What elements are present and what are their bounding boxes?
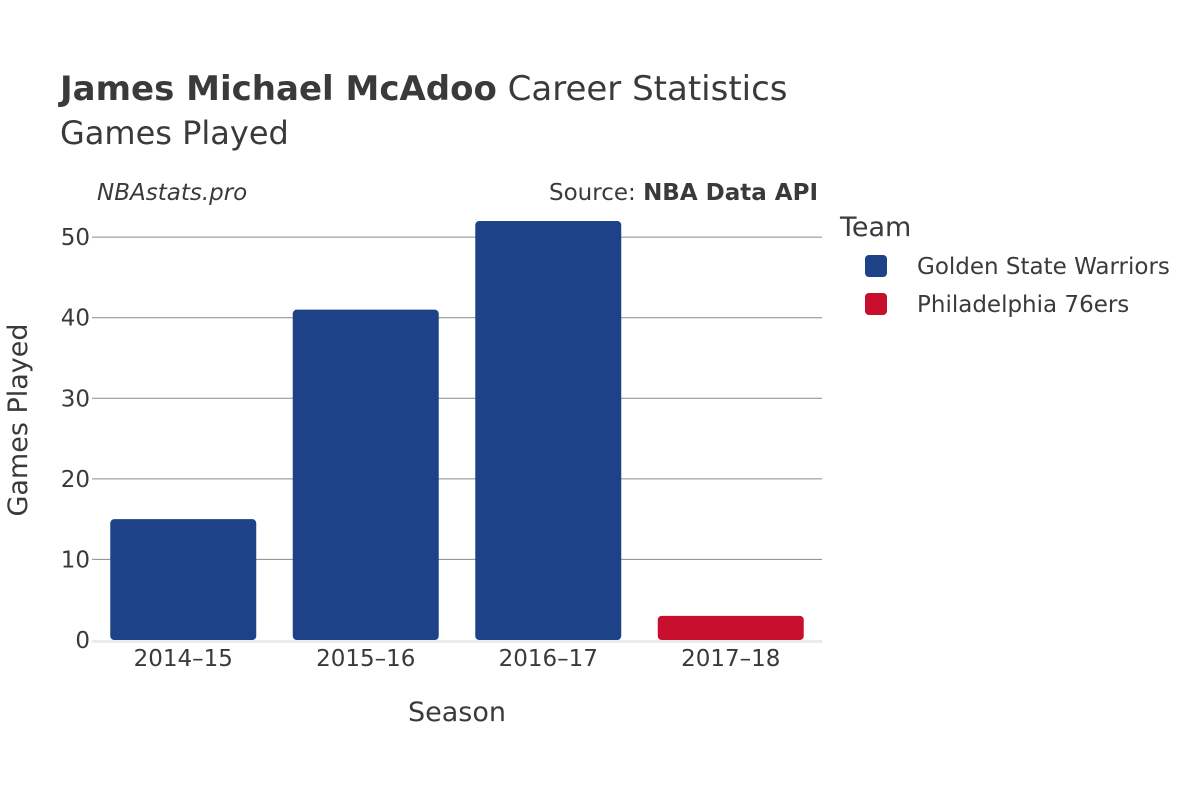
y-tick-label: 0 [75,628,90,654]
legend-swatch [865,255,887,277]
y-tick-label: 50 [61,225,90,251]
y-tick-label: 40 [61,306,90,332]
title-rest: Career Statistics [497,69,788,109]
source-value: NBA Data API [643,180,818,206]
source-label: Source: NBA Data API [549,180,818,206]
chart-subtitle: Games Played [60,114,289,152]
x-axis-label: Season [408,697,506,728]
x-tick-label: 2015–16 [316,646,415,672]
legend-item-label: Philadelphia 76ers [917,292,1129,318]
bar [657,615,804,640]
x-tick-label: 2017–18 [681,646,780,672]
gridlines [92,236,822,643]
legend-title: Team [839,212,911,243]
legend-swatch [865,293,887,315]
legend-items: Golden State Warriors Philadelphia 76ers [865,254,1170,318]
y-tick-label: 20 [61,467,90,493]
bar [110,519,257,640]
x-tick-labels: 2014–15 2015–16 2016–17 2017–18 [134,646,781,672]
brand-label: NBAstats.pro [97,180,247,206]
source-prefix: Source: [549,180,643,206]
legend-item-label: Golden State Warriors [917,254,1170,280]
bar [475,221,622,640]
x-tick-label: 2016–17 [499,646,598,672]
y-tick-labels: 0 10 20 30 40 50 [61,225,90,654]
chart-title: James Michael McAdoo Career Statistics [58,69,788,109]
y-tick-label: 10 [61,547,90,573]
bars-group [110,221,804,640]
x-axis-baseline [92,640,822,643]
y-axis-label: Games Played [3,323,34,516]
player-name: James Michael McAdoo [58,69,497,109]
bar [292,309,439,640]
y-tick-label: 30 [61,386,90,412]
x-tick-label: 2014–15 [134,646,233,672]
legend: Team Golden State Warriors Philadelphia 7… [839,212,1170,318]
